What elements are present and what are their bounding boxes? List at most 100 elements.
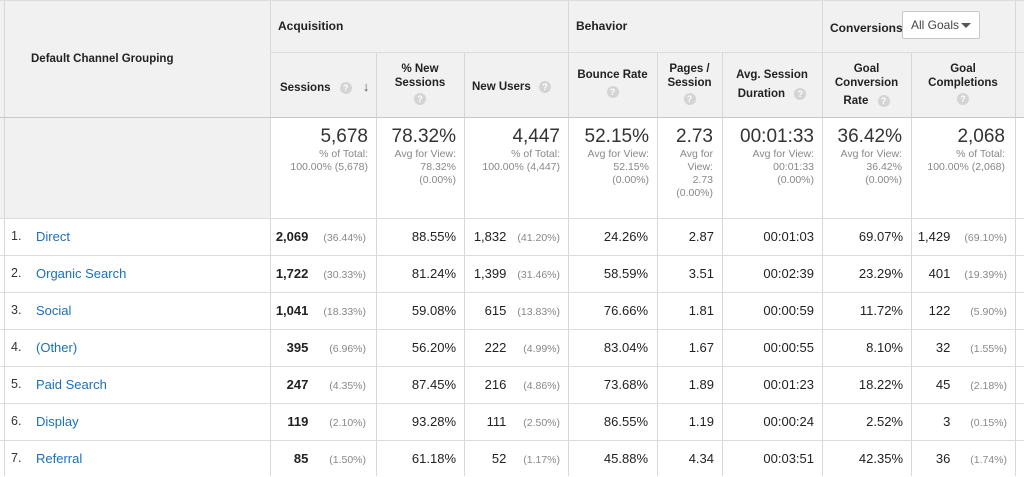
- total-sub: (0.00%): [777, 174, 814, 186]
- cell-pages: 1.81: [688, 303, 714, 318]
- grid-line: [1015, 0, 1016, 476]
- total-value: 2,068: [957, 126, 1005, 147]
- cell-num: 6.: [11, 414, 22, 428]
- col-goal-conversion-rate[interactable]: Goal Conversion Rate ?: [822, 62, 911, 108]
- cell-goal-comp-value: 32: [935, 340, 951, 355]
- help-icon[interactable]: ?: [794, 87, 807, 100]
- col-sessions[interactable]: Sessions ? ↓: [280, 80, 369, 95]
- goals-select[interactable]: All Goals: [902, 11, 980, 39]
- help-icon[interactable]: ?: [957, 93, 969, 105]
- help-icon[interactable]: ?: [877, 94, 890, 107]
- grid-line: [568, 0, 569, 476]
- total-value: 00:01:33: [740, 126, 814, 147]
- col-goal-comp-label: Completions: [928, 77, 998, 89]
- cell-new_sessions: 81.24%: [411, 266, 456, 281]
- sort-arrow-icon[interactable]: ↓: [362, 79, 370, 94]
- cell-new_sessions: 87.45%: [411, 377, 456, 392]
- total-value: 36.42%: [837, 126, 902, 147]
- total-sub: Avg for View:: [752, 148, 814, 160]
- help-icon[interactable]: ?: [414, 93, 426, 105]
- grid-line: [0, 440, 1024, 441]
- col-pages-label: Session: [667, 77, 712, 89]
- cell-new-users-pct: (1.17%): [523, 454, 560, 466]
- cell-goal-completions: 1,429 (69.10%): [913, 229, 1007, 244]
- grid-line: [0, 117, 1024, 118]
- grid-line: [0, 0, 1024, 1]
- cell-goal-completions: 3 (0.15%): [913, 414, 1007, 429]
- cell-duration: 00:01:03: [763, 229, 814, 244]
- grid-line: [657, 52, 658, 476]
- cell-sessions-pct: (6.96%): [329, 343, 366, 355]
- col-pages-session[interactable]: Pages / Session ?: [657, 62, 722, 105]
- cell-channel[interactable]: Referral: [36, 451, 83, 466]
- cell-new-users-pct: (2.50%): [523, 417, 560, 429]
- cell-new-users-pct: (41.20%): [517, 232, 560, 244]
- total-sub: (0.00%): [612, 174, 649, 186]
- cell-bounce: 24.26%: [603, 229, 648, 244]
- col-sessions-label: Sessions: [280, 82, 331, 94]
- cell-conv: 2.52%: [866, 414, 903, 429]
- total-sub: (0.00%): [676, 187, 713, 199]
- grid-line: [0, 366, 1024, 367]
- cell-new-users-pct: (4.86%): [523, 380, 560, 392]
- cell-channel[interactable]: Social: [36, 303, 72, 318]
- col-avg-duration[interactable]: Avg. Session Duration ?: [722, 68, 822, 101]
- cell-sessions: 119 (2.10%): [272, 414, 366, 429]
- cell-channel[interactable]: Display: [36, 414, 79, 429]
- cell-duration: 00:02:39: [763, 266, 814, 281]
- help-icon[interactable]: ?: [539, 80, 552, 93]
- total-value: 2.73: [676, 126, 713, 147]
- col-bounce-rate-label: Bounce Rate: [577, 69, 648, 81]
- cell-sessions-value: 85: [293, 451, 309, 466]
- dimension-header[interactable]: Default Channel Grouping: [31, 53, 174, 65]
- cell-new_sessions: 59.08%: [411, 303, 456, 318]
- cell-sessions-value: 395: [286, 340, 309, 355]
- total-sub: 2.73: [692, 174, 713, 186]
- cell-new-users: 1,832 (41.20%): [466, 229, 560, 244]
- cell-sessions-pct: (36.44%): [323, 232, 366, 244]
- cell-pages: 1.19: [688, 414, 714, 429]
- grid-line: [911, 52, 912, 476]
- cell-duration: 00:03:51: [763, 451, 814, 466]
- total-value: 78.32%: [391, 126, 456, 147]
- col-goal-conv-label: Rate: [843, 95, 869, 107]
- cell-conv: 18.22%: [858, 377, 903, 392]
- total-sub: 100.00% (5,678): [290, 161, 368, 173]
- grid-line: [0, 329, 1024, 330]
- cell-goal-comp-value: 122: [928, 303, 951, 318]
- help-icon[interactable]: ?: [683, 93, 696, 105]
- total-sessions: 5,678 % of Total: 100.00% (5,678): [272, 126, 368, 174]
- cell-new-users-pct: (13.83%): [517, 306, 560, 318]
- cell-bounce: 45.88%: [603, 451, 648, 466]
- grid-line: [464, 52, 465, 476]
- cell-new-users-value: 216: [484, 377, 507, 392]
- cell-channel[interactable]: (Other): [36, 340, 78, 355]
- total-sub: Avg for: [679, 148, 713, 160]
- col-new-sessions[interactable]: % New Sessions ?: [376, 62, 464, 105]
- cell-channel[interactable]: Direct: [36, 229, 70, 244]
- col-new-users[interactable]: New Users ?: [472, 80, 552, 94]
- total-sub: % of Total:: [956, 148, 1005, 160]
- cell-new_sessions: 56.20%: [411, 340, 456, 355]
- help-icon[interactable]: ?: [606, 86, 619, 98]
- total-sub: 36.42%: [866, 161, 902, 173]
- cell-bounce: 86.55%: [603, 414, 648, 429]
- total-sub: 100.00% (2,068): [927, 161, 1005, 173]
- cell-new-users-value: 222: [484, 340, 507, 355]
- col-duration-label: Duration: [737, 88, 786, 100]
- grid-line: [376, 52, 377, 476]
- cell-sessions: 395 (6.96%): [272, 340, 366, 355]
- col-duration-label: Avg. Session: [736, 69, 808, 81]
- cell-new-users-value: 615: [484, 303, 507, 318]
- chevron-down-icon: [961, 23, 971, 28]
- help-icon[interactable]: ?: [339, 81, 352, 94]
- group-conversions: Conversions: [830, 21, 903, 35]
- cell-duration: 00:01:23: [763, 377, 814, 392]
- cell-channel[interactable]: Organic Search: [36, 266, 127, 281]
- total-goal-conv: 36.42% Avg for View: 36.42% (0.00%): [824, 126, 902, 187]
- col-bounce-rate[interactable]: Bounce Rate ?: [568, 68, 657, 98]
- col-goal-completions[interactable]: Goal Completions ?: [911, 62, 1015, 105]
- grid-line: [0, 255, 1024, 256]
- cell-channel[interactable]: Paid Search: [36, 377, 107, 392]
- cell-new-users: 52 (1.17%): [466, 451, 560, 466]
